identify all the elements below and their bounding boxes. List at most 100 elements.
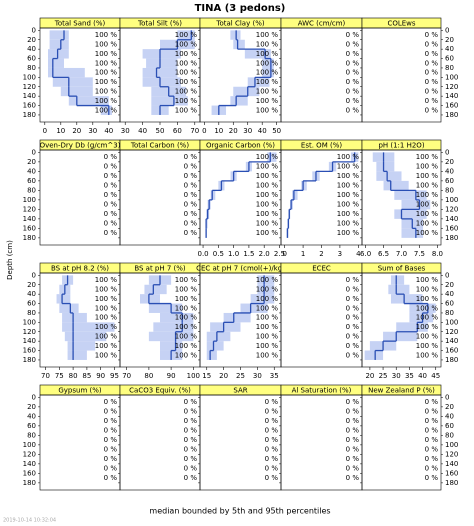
percentile-band [401,199,431,210]
x-tick-label: 30 [392,372,401,380]
percent-label: 0 % [184,210,198,218]
percentile-band [48,67,85,78]
percent-label: 0 % [425,446,439,454]
x-tick-label: 40 [138,127,147,135]
percentile-band [160,341,183,351]
percent-label: 100 % [175,332,198,340]
percent-label: 100 % [95,97,118,105]
y-tick-label: 160 [445,102,458,110]
percent-label: 100 % [256,295,279,303]
y-tick-label: 160 [23,224,36,232]
x-tick-label: 20 [219,372,228,380]
y-tick-label: 140 [23,215,36,223]
percent-label: 0 % [346,446,360,454]
percent-label: 0 % [184,465,198,473]
x-tick-label: 40 [418,372,427,380]
y-tick-label: 20 [27,403,36,411]
percent-label: 100 % [95,342,118,350]
y-tick-label: 80 [27,309,36,317]
percent-label: 0 % [346,69,360,77]
panel-frame [361,149,442,246]
percent-label: 0 % [346,50,360,58]
panel-title: Oven-Dry Db (g/cm^3) [40,142,121,150]
percentile-band [233,86,260,97]
x-tick-label: 70 [190,127,199,135]
panel-title: Total Sand (%) [54,20,106,28]
y-tick-label: 0 [445,271,449,279]
y-tick-label: 80 [445,309,454,317]
percent-label: 0 % [346,408,360,416]
y-tick-label: 180 [23,234,36,242]
percent-label: 100 % [256,59,279,67]
percent-label: 0 % [104,455,118,463]
x-tick-label: 4 [356,250,361,258]
y-tick-label: 120 [23,328,36,336]
percent-label: 0 % [184,427,198,435]
percentile-band [394,209,427,219]
y-tick-label: 180 [445,234,458,242]
percentile-band [142,67,178,78]
y-tick-label: 40 [445,412,454,420]
percent-label: 100 % [256,163,279,171]
percent-label: 100 % [95,351,118,359]
percentile-band [233,39,245,50]
y-tick-label: 140 [23,460,36,468]
x-tick-label: 25 [236,372,245,380]
percent-label: 100 % [337,191,360,199]
percent-label: 100 % [175,285,198,293]
percent-label: 100 % [175,69,198,77]
percentile-band [206,341,224,351]
percent-label: 0 % [425,436,439,444]
y-tick-label: 140 [445,92,458,100]
percent-label: 100 % [416,351,439,359]
y-tick-label: 20 [27,281,36,289]
percent-label: 100 % [256,182,279,190]
percentile-band [177,30,195,40]
x-tick-label: 30 [121,127,130,135]
percent-label: 0 % [104,182,118,190]
percentile-band [383,180,409,191]
percentile-band [257,284,275,295]
percent-label: 0 % [346,398,360,406]
percent-label: 100 % [337,163,360,171]
y-tick-label: 100 [445,196,458,204]
percent-label: 0 % [346,314,360,322]
percent-label: 100 % [256,229,279,237]
y-tick-label: 100 [445,318,458,326]
panel-title: Est. OM (%) [301,142,342,150]
percent-label: 0 % [346,436,360,444]
x-tick-label: 15 [202,372,211,380]
x-tick-label: 50 [156,127,165,135]
percent-label: 0 % [184,163,198,171]
percentile-band [146,58,178,68]
percent-label: 100 % [95,304,118,312]
percent-label: 0 % [425,50,439,58]
x-tick-label: 6.0 [360,250,371,258]
panel-title: Gypsum (%) [58,387,102,395]
percent-label: 0 % [425,97,439,105]
y-tick-label: 160 [445,469,458,477]
y-tick-label: 40 [27,412,36,420]
percent-label: 100 % [416,285,439,293]
y-tick-label: 140 [445,215,458,223]
percentile-band [48,49,69,59]
panel-title: BS at pH 7 (%) [134,265,186,273]
percent-label: 0 % [104,210,118,218]
percentile-band [153,322,194,332]
percentile-band [100,105,112,115]
percentile-band [67,341,96,351]
x-tick-label: 85 [82,372,91,380]
percent-label: 0 % [425,31,439,39]
percentile-band [56,294,71,304]
percentile-band [142,49,181,59]
percentile-band [257,275,275,285]
y-tick-label: 40 [27,167,36,175]
y-tick-label: 180 [445,479,458,487]
percent-label: 0 % [265,474,279,482]
percent-label: 100 % [95,276,118,284]
y-tick-label: 160 [445,347,458,355]
percent-label: 100 % [256,220,279,228]
y-tick-label: 120 [445,450,458,458]
percent-label: 0 % [184,229,198,237]
y-tick-label: 180 [445,111,458,119]
